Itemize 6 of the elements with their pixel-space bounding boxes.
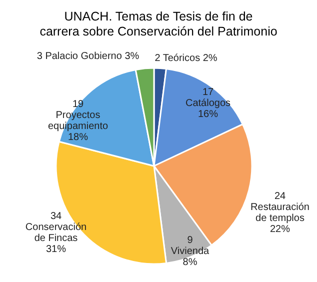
slice-label: 24 Restauración de templos 22%: [250, 191, 310, 235]
slice-label: 2 Teóricos 2%: [154, 53, 218, 64]
slice-label: 3 Palacio Gobierno 3%: [36, 51, 140, 62]
slice-label: 17 Catálogos 16%: [185, 87, 231, 120]
slice-label: 9 Vivienda 8%: [170, 235, 210, 268]
chart-title: UNACH. Temas de Tesis de fin de carrera sobre Conservación del Patrimonio: [40, 10, 278, 38]
